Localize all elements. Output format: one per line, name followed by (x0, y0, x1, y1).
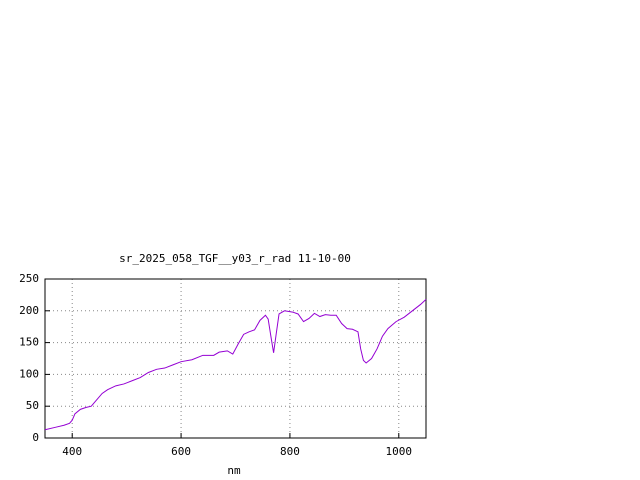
x-tick-label: 1000 (386, 445, 413, 458)
plot-frame (44, 278, 427, 439)
y-tick-label: 0 (32, 431, 39, 444)
y-tick-label: 50 (26, 399, 39, 412)
x-axis-label: nm (227, 464, 241, 477)
y-tick-label: 250 (19, 272, 39, 285)
chart-title: sr_2025_058_TGF__y03_r_rad 11-10-00 (119, 252, 351, 265)
y-tick-label: 100 (19, 367, 39, 380)
x-tick-label: 400 (62, 445, 82, 458)
y-tick-label: 200 (19, 304, 39, 317)
x-tick-label: 800 (280, 445, 300, 458)
y-tick-label: 150 (19, 336, 39, 349)
data-line (44, 298, 427, 431)
x-tick-label: 600 (171, 445, 191, 458)
